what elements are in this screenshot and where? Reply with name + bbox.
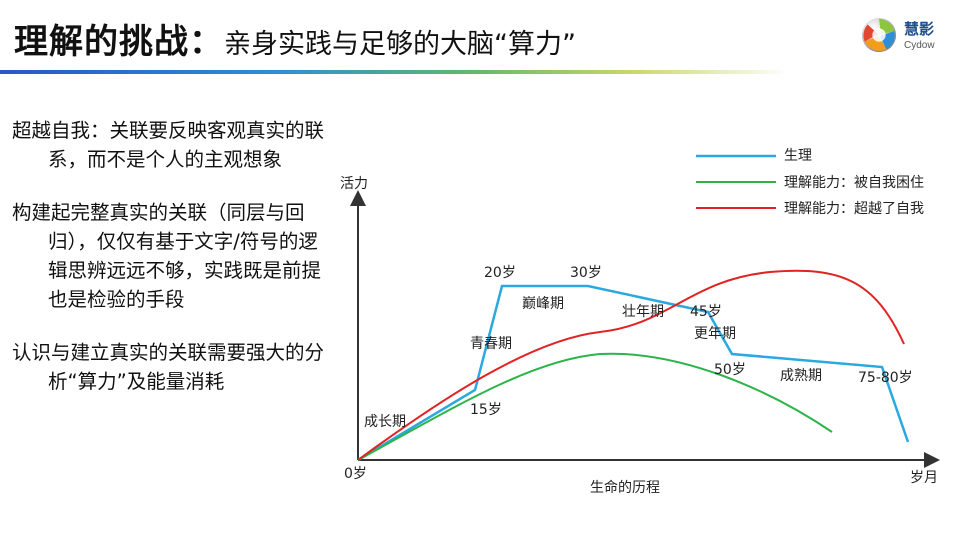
bullet-item-1: 超越自我：关联要反映客观真实的联系，而不是个人的主观想象 xyxy=(12,119,325,171)
annotation-age45: 45岁 xyxy=(690,304,722,320)
logo-name-en: Cydow xyxy=(904,40,935,51)
series-line-self-transcend xyxy=(357,269,905,461)
legend-label-self-transcend: 理解能力：超越了自我 xyxy=(784,201,924,217)
legend-label-physiology: 生理 xyxy=(784,148,812,164)
title-underline xyxy=(0,70,790,74)
annotation-age50: 50岁 xyxy=(714,362,746,378)
logo: 慧影 Cydow xyxy=(856,14,948,60)
annotation-age20: 20岁 xyxy=(484,265,516,281)
title-subtitle: 亲身实践与足够的大脑“算力” xyxy=(224,29,576,60)
chart-legend: 生理 理解能力：被自我困住 理解能力：超越了自我 xyxy=(696,148,924,217)
logo-sphere-icon xyxy=(861,17,897,53)
bullet-list: 超越自我：关联要反映客观真实的联系，而不是个人的主观想象 构建起完整真实的关联（… xyxy=(12,116,332,420)
annotation-qingchunqi: 青春期 xyxy=(470,336,512,352)
annotation-zhuangnianqi: 壮年期 xyxy=(622,304,664,320)
title-main: 理解的挑战： xyxy=(14,22,224,62)
vitality-chart: 生理 理解能力：被自我困住 理解能力：超越了自我 活力 生命的历程 岁月 0岁 … xyxy=(340,148,940,496)
y-axis-label: 活力 xyxy=(340,176,368,192)
origin-label: 0岁 xyxy=(344,466,367,482)
annotation-age15: 15岁 xyxy=(470,402,502,418)
x-axis-end-label: 岁月 xyxy=(910,470,938,486)
bullet-item-3: 认识与建立真实的关联需要强大的分析“算力”及能量消耗 xyxy=(12,341,325,393)
bullet-item-2: 构建起完整真实的关联（同层与回归），仅仅有基于文字/符号的逻辑思辨远远不够，实践… xyxy=(12,201,322,311)
x-axis-label: 生命的历程 xyxy=(590,479,660,496)
logo-name-cn: 慧影 xyxy=(904,20,935,38)
annotation-chengshuqi: 成熟期 xyxy=(780,368,822,384)
series-line-physiology xyxy=(357,284,910,462)
legend-label-self-bound: 理解能力：被自我困住 xyxy=(784,175,924,191)
annotation-age75: 75-80岁 xyxy=(858,370,913,386)
series-line-self-bound xyxy=(357,352,833,461)
annotation-gengnianqi: 更年期 xyxy=(694,326,736,342)
annotation-dianfengqi: 巅峰期 xyxy=(522,296,564,312)
page-title: 理解的挑战：亲身实践与足够的大脑“算力” xyxy=(14,14,576,63)
annotation-chengzhangqi: 成长期 xyxy=(364,414,406,430)
annotation-age30: 30岁 xyxy=(570,265,602,281)
